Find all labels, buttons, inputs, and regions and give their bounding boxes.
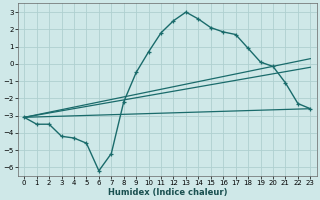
- X-axis label: Humidex (Indice chaleur): Humidex (Indice chaleur): [108, 188, 227, 197]
